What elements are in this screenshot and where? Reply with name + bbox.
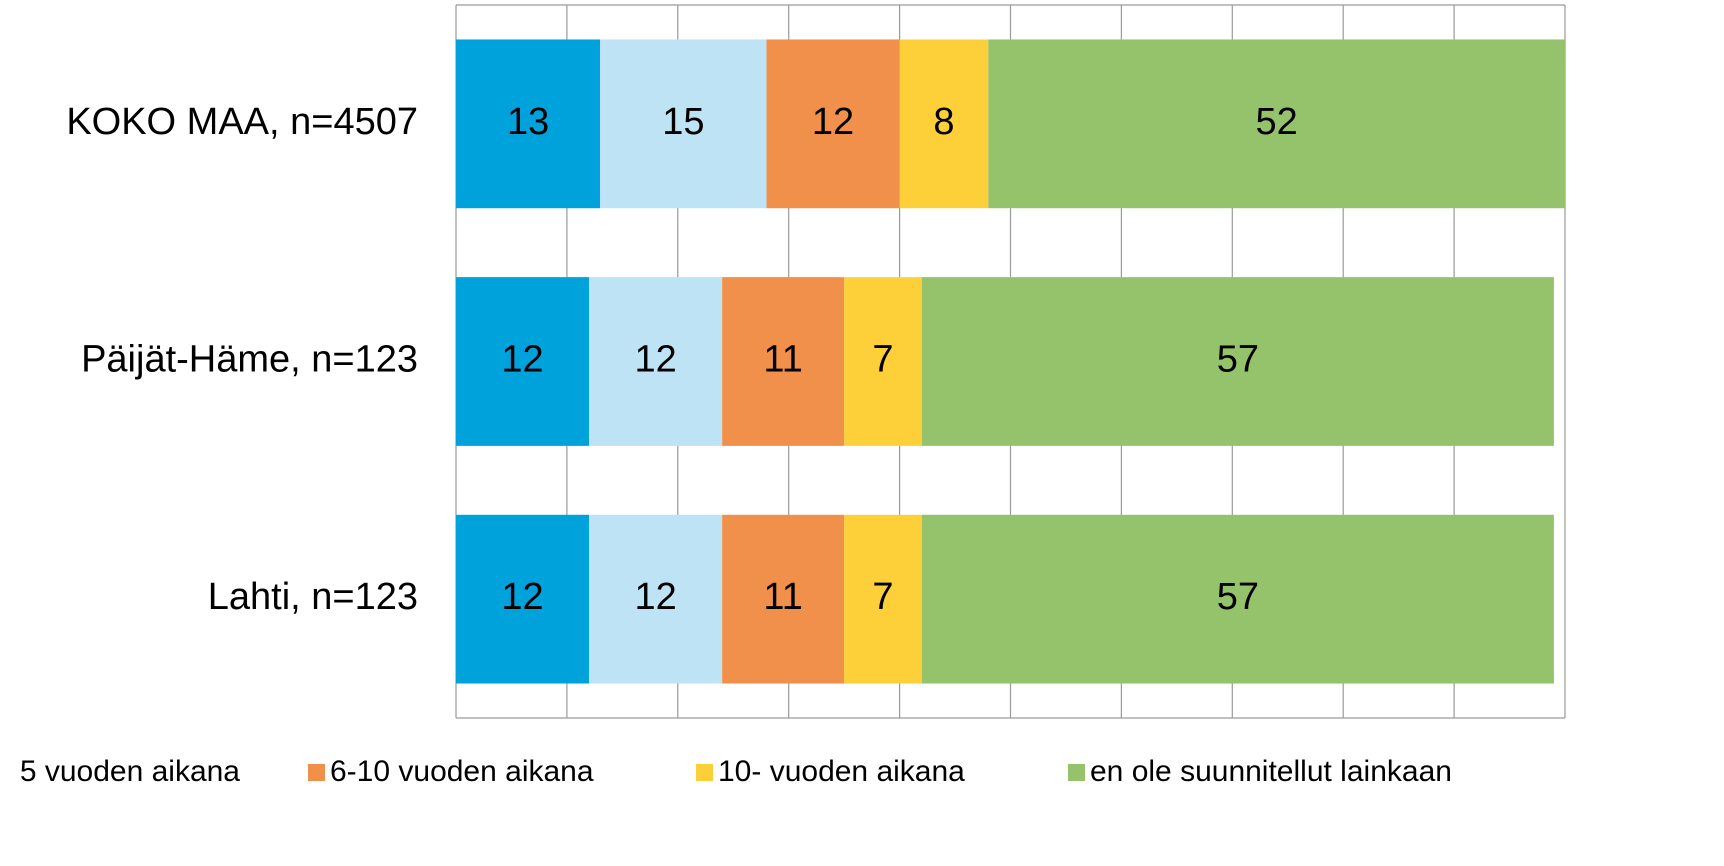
category-label: KOKO MAA, n=4507 (66, 101, 418, 143)
bar-segment (844, 277, 922, 446)
bar-segment (899, 39, 989, 209)
data-label: 12 (634, 339, 676, 381)
legend-swatch (696, 764, 713, 781)
data-label: 52 (1256, 101, 1298, 143)
legend-swatch (1068, 764, 1085, 781)
data-label: 8 (933, 101, 954, 143)
bar-segment (988, 39, 1565, 209)
bar-segment (722, 277, 845, 446)
bar-segment (844, 514, 922, 684)
bar-segment (766, 39, 900, 209)
data-label: 12 (501, 576, 543, 618)
data-label: 57 (1217, 339, 1259, 381)
data-label: 12 (812, 101, 854, 143)
bar-segment (589, 514, 723, 684)
data-label: 7 (872, 339, 893, 381)
bar-segment (600, 39, 767, 209)
data-label: 13 (507, 101, 549, 143)
data-label: 15 (662, 101, 704, 143)
legend-swatch (308, 764, 325, 781)
category-label: Päijät-Häme, n=123 (81, 339, 418, 381)
category-label: Lahti, n=123 (208, 576, 418, 618)
legend-label: 6-10 vuoden aikana (330, 755, 594, 788)
data-label: 7 (872, 576, 893, 618)
data-label: 11 (763, 576, 802, 618)
bar-segment (921, 277, 1554, 446)
bar-segment (722, 514, 845, 684)
legend-label: 5 vuoden aikana (20, 755, 240, 788)
bar-segment (921, 514, 1554, 684)
data-label: 12 (634, 576, 676, 618)
bar-segment (456, 277, 590, 446)
data-label: 12 (501, 339, 543, 381)
bar-segment (456, 514, 590, 684)
data-label: 57 (1217, 576, 1259, 618)
bar-segment (456, 39, 601, 209)
bar-segment (589, 277, 723, 446)
data-label: 11 (763, 339, 802, 381)
legend-label: 10- vuoden aikana (718, 755, 965, 788)
legend-label: en ole suunnitellut lainkaan (1090, 755, 1452, 788)
